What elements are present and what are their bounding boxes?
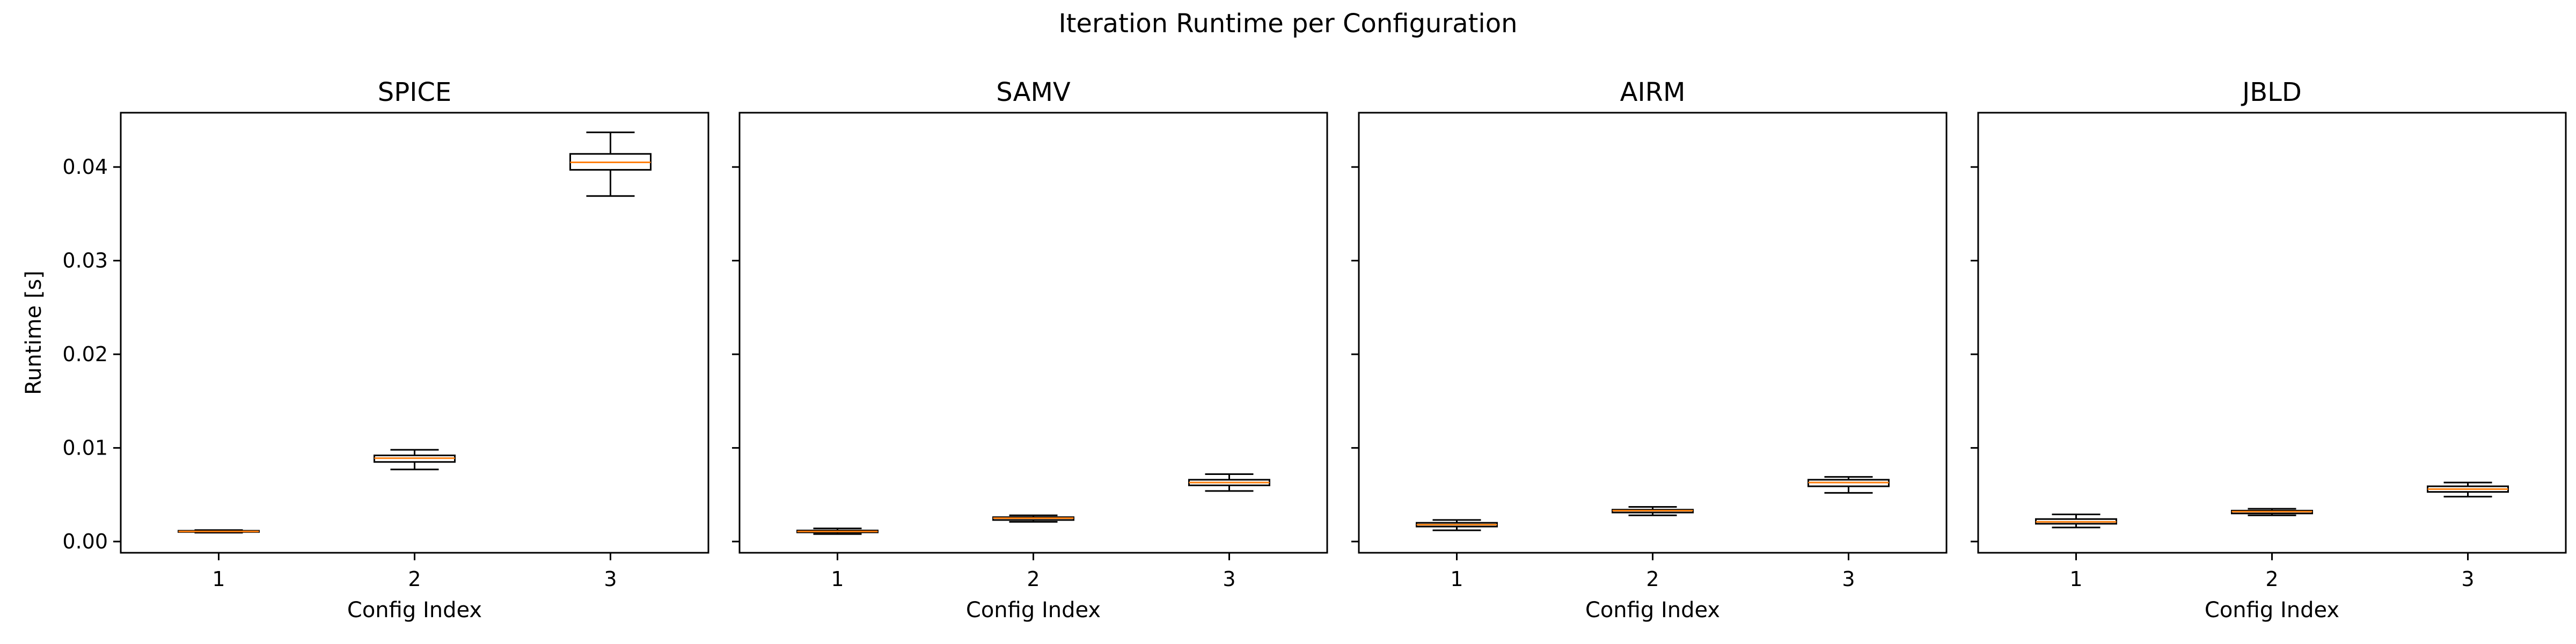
- x-tick-label: 2: [408, 567, 421, 591]
- box-plot-config-2: [374, 449, 456, 471]
- x-axis-label: Config Index: [966, 598, 1101, 623]
- x-tick-label: 3: [1223, 567, 1235, 591]
- chart-panel-jbld: JBLD Config Index 1 2 3: [1971, 77, 2567, 623]
- box-plot-config-3: [569, 131, 652, 197]
- x-tick-label: 1: [831, 567, 844, 591]
- x-axis-label: Config Index: [347, 598, 482, 623]
- panel-title: SAMV: [996, 77, 1071, 107]
- box-plot-config-1: [1416, 519, 1498, 531]
- figure-title: Iteration Runtime per Configuration: [1058, 9, 1517, 39]
- x-tick-label: 3: [1842, 567, 1855, 591]
- box-plot-config-3: [1807, 476, 1890, 494]
- box-plot-config-1: [796, 528, 879, 535]
- box-plot-config-2: [1612, 506, 1694, 516]
- x-tick-label: 1: [2069, 567, 2082, 591]
- x-tick-label: 1: [212, 567, 225, 591]
- x-tick-label: 1: [1450, 567, 1463, 591]
- y-tick-label: 0.00: [62, 530, 108, 553]
- y-tick-label: 0.04: [62, 155, 108, 179]
- x-tick-label: 2: [1027, 567, 1040, 591]
- chart-panel-samv: SAMV Config Index 1 2 3: [732, 77, 1328, 623]
- y-tick-label: 0.02: [62, 342, 108, 366]
- box-plot-config-2: [992, 514, 1074, 523]
- box-plot-config-1: [2035, 513, 2117, 529]
- y-tick-label: 0.03: [62, 249, 108, 273]
- x-tick-label: 2: [2265, 567, 2278, 591]
- x-axis-label: Config Index: [2205, 598, 2339, 623]
- box-plot-config-3: [2427, 481, 2509, 497]
- chart-panel-airm: AIRM Config Index 1 2 3: [1351, 77, 1948, 623]
- panel-title: JBLD: [2241, 77, 2302, 107]
- y-axis-label: Runtime [s]: [21, 270, 46, 395]
- box-plot-config-2: [2231, 508, 2313, 516]
- y-tick-label: 0.01: [62, 436, 108, 460]
- box-plot-config-1: [178, 529, 260, 533]
- x-tick-label: 3: [2461, 567, 2474, 591]
- panels: SPICE Config Index Runtime [s] 0.00 0.01 0.02…: [21, 77, 2567, 623]
- x-tick-label: 3: [604, 567, 617, 591]
- box-plot-config-3: [1188, 473, 1270, 492]
- panel-title: SPICE: [378, 77, 451, 107]
- x-axis-label: Config Index: [1585, 598, 1720, 623]
- chart-panel-spice: SPICE Config Index Runtime [s] 0.00 0.01 0.02…: [21, 77, 709, 623]
- panel-title: AIRM: [1620, 77, 1686, 107]
- x-tick-label: 2: [1646, 567, 1659, 591]
